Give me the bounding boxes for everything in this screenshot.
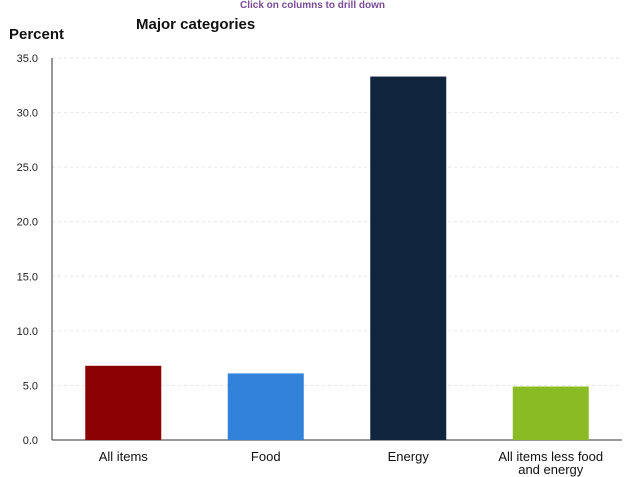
drill-down-hint: Click on columns to drill down — [239, 0, 385, 11]
x-tick-label: Food — [251, 449, 281, 464]
x-tick-label: All items — [99, 449, 149, 464]
y-tick-label: 25.0 — [17, 162, 38, 174]
bar-energy[interactable] — [370, 76, 447, 440]
x-tick-label: and energy — [518, 462, 584, 477]
y-tick-label: 0.0 — [23, 435, 38, 447]
y-tick-label: 30.0 — [17, 108, 38, 120]
y-tick-label: 5.0 — [23, 380, 38, 392]
y-tick-label: 15.0 — [17, 271, 38, 283]
y-tick-label: 35.0 — [17, 53, 38, 65]
chart-title: Major categories — [136, 16, 256, 33]
bar-all-items[interactable] — [85, 365, 162, 440]
bar-food[interactable] — [227, 373, 304, 440]
x-tick-label: Energy — [388, 449, 430, 464]
y-axis-label: Percent — [9, 26, 65, 43]
bar-all-items-less-food-and-energy[interactable] — [512, 386, 589, 440]
x-tick-label: All items less food — [498, 449, 603, 464]
y-tick-label: 10.0 — [17, 326, 38, 338]
y-tick-label: 20.0 — [17, 217, 38, 229]
